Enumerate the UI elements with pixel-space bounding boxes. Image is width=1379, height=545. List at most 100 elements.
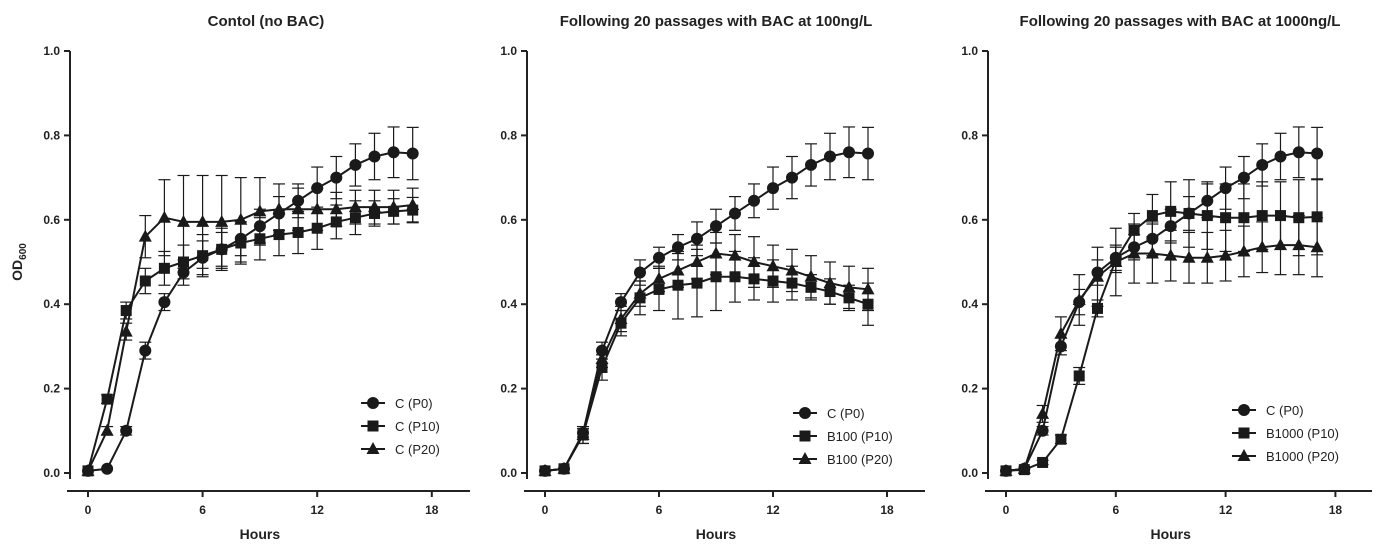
data-point (1255, 240, 1269, 253)
data-point (1256, 210, 1268, 222)
legend-label: B100 (P20) (827, 452, 893, 467)
data-point (1072, 292, 1086, 305)
data-point (100, 423, 114, 436)
x-tick-label: 6 (199, 503, 206, 517)
data-point (1036, 406, 1050, 419)
data-point (1219, 248, 1233, 261)
series-line (1005, 151, 1318, 472)
legend-marker (1238, 427, 1250, 439)
legend-marker (367, 397, 379, 409)
x-tick-label: 18 (880, 503, 894, 517)
y-tick-label: 0.8 (43, 128, 60, 142)
y-tick-label: 0.4 (500, 297, 517, 311)
data-point (120, 305, 132, 317)
legend-label: C (P0) (395, 396, 433, 411)
data-point (157, 210, 171, 223)
y-tick-label: 0.8 (500, 128, 517, 142)
data-point (81, 463, 95, 476)
data-point (1073, 370, 1085, 382)
x-tick-label: 0 (85, 503, 92, 517)
data-point (653, 251, 665, 264)
data-point (862, 147, 874, 160)
data-point (1310, 240, 1324, 253)
x-axis-label: Hours (1150, 526, 1191, 542)
data-point (1311, 211, 1323, 223)
y-tick-label: 0.6 (43, 213, 60, 227)
series-3 (999, 214, 1324, 476)
x-tick-label: 6 (1112, 503, 1119, 517)
data-point (1182, 250, 1196, 263)
data-point (804, 269, 818, 282)
data-point (767, 182, 779, 195)
data-point (387, 200, 401, 213)
data-point (595, 352, 609, 365)
legend-label: B1000 (P20) (1266, 449, 1339, 464)
data-point (291, 202, 305, 215)
data-point (824, 150, 836, 163)
legend-label: B1000 (P10) (1266, 426, 1339, 441)
legend-marker (1237, 449, 1251, 461)
data-point (1311, 147, 1324, 160)
x-axis-label: Hours (696, 526, 737, 542)
series-line (87, 209, 413, 472)
data-point (633, 286, 647, 299)
data-point (1054, 326, 1068, 339)
chart-title: Following 20 passages with BAC at 1000ng… (1020, 13, 1341, 30)
series-1 (539, 126, 874, 477)
data-point (747, 255, 761, 267)
data-point (614, 311, 628, 324)
chart-title: Contol (no BAC) (208, 13, 325, 30)
legend: C (P0) B100 (P10) B100 (P20) (793, 406, 893, 467)
x-tick-label: 12 (1219, 503, 1233, 517)
data-point (139, 275, 151, 287)
legend-label: C (P10) (395, 419, 440, 434)
x-tick-label: 12 (766, 503, 780, 517)
data-point (1256, 158, 1269, 171)
data-point (158, 262, 170, 274)
data-point (861, 282, 875, 295)
data-point (177, 214, 190, 227)
data-point (292, 226, 304, 238)
data-point (691, 232, 703, 245)
legend-marker (799, 407, 811, 419)
chart-panel-2: Following 20 passages with BAC at 100ng/… (500, 13, 925, 542)
data-point (1036, 424, 1049, 437)
x-tick-label: 0 (542, 503, 549, 517)
data-point (349, 158, 362, 171)
data-point (785, 263, 799, 276)
data-point (387, 146, 400, 159)
data-point (330, 171, 343, 184)
y-tick-label: 0.6 (961, 213, 978, 227)
legend-marker (367, 420, 379, 432)
data-point (766, 259, 780, 272)
data-point (729, 207, 741, 220)
data-point (843, 146, 855, 159)
series-2 (539, 242, 874, 477)
x-tick-label: 18 (1329, 503, 1343, 517)
series-line (87, 204, 413, 472)
data-point (538, 463, 552, 476)
x-axis-label: Hours (240, 526, 281, 542)
chart-panel-1: Contol (no BAC) 0.0 0.2 0.4 0.6 0.8 1.0 0 6 12 18 H… (9, 13, 470, 542)
data-point (406, 198, 420, 211)
x-tick-label: 6 (656, 503, 663, 517)
data-point (1145, 246, 1159, 259)
y-tick-label: 1.0 (43, 44, 60, 58)
data-point (557, 461, 571, 474)
y-axis-label-sub: 600 (18, 243, 29, 260)
data-point (710, 220, 722, 233)
data-point (1092, 302, 1103, 314)
series-line (87, 151, 413, 472)
series-line (544, 151, 869, 472)
data-point (1037, 456, 1049, 468)
y-tick-label: 0.0 (43, 466, 60, 480)
series-line (544, 252, 869, 472)
data-point (1274, 238, 1287, 251)
data-point (1237, 244, 1251, 257)
x-tick-label: 0 (1003, 503, 1010, 517)
data-point (634, 266, 646, 279)
legend-marker (798, 452, 812, 464)
data-point (1055, 433, 1067, 445)
series-3 (538, 231, 875, 476)
chart-panel-3: Following 20 passages with BAC at 1000ng… (961, 13, 1372, 542)
